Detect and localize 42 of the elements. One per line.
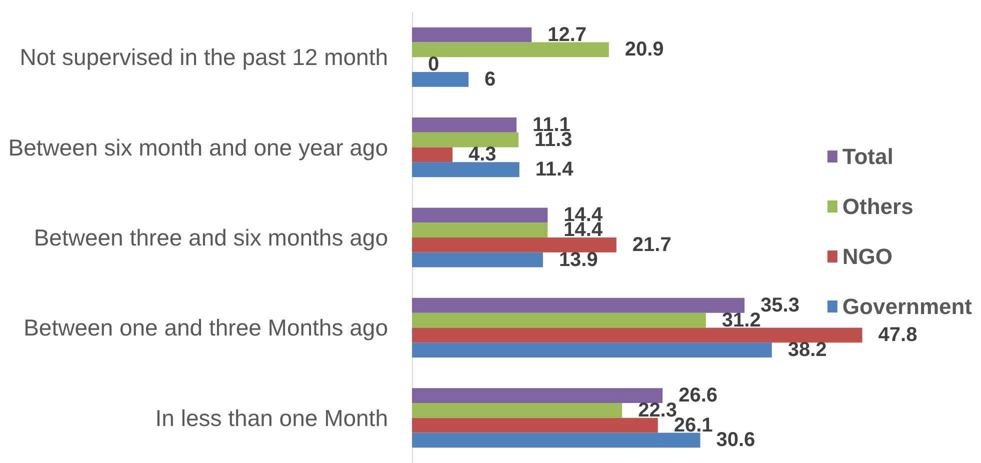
bar (412, 312, 706, 328)
data-label: 0 (428, 54, 440, 76)
data-label: 4.3 (468, 144, 496, 166)
bar (412, 208, 548, 223)
data-label: 12.7 (548, 24, 587, 46)
bar (412, 252, 543, 268)
y-tick-label: Between one and three Months ago (24, 314, 388, 341)
bar (412, 403, 622, 418)
data-label: 26.6 (678, 384, 718, 407)
bar (412, 132, 518, 148)
bar (412, 162, 520, 178)
bar (412, 72, 469, 87)
data-label: 11.4 (535, 158, 574, 181)
bar (412, 238, 616, 252)
data-label: 13.9 (558, 248, 598, 271)
y-tick-label: Between three and six months ago (34, 224, 388, 250)
legend-label: Others (842, 194, 914, 219)
data-label: 47.8 (878, 324, 918, 346)
y-tick-label: Between six month and one year ago (8, 134, 388, 160)
y-tick-label: Not supervised in the past 12 month (20, 44, 388, 70)
data-label: 31.2 (722, 309, 761, 332)
legend-label: Total (842, 144, 894, 169)
bar (412, 298, 745, 313)
data-label: 38.2 (788, 339, 827, 362)
bar (412, 118, 517, 132)
bar (412, 388, 663, 404)
bar (412, 147, 453, 162)
data-label: 30.6 (716, 429, 756, 452)
data-label: 21.7 (632, 234, 672, 256)
bar (412, 418, 658, 433)
bar (412, 42, 609, 58)
legend-label: Government (842, 294, 973, 319)
bar (412, 27, 532, 42)
legend-label: NGO (842, 244, 893, 269)
bar (412, 342, 772, 358)
data-label: 6 (484, 68, 496, 90)
data-label: 35.3 (760, 294, 800, 316)
bar (412, 222, 548, 238)
bar (412, 328, 862, 343)
bar (412, 432, 700, 448)
y-tick-label: In less than one Month (155, 404, 388, 431)
data-label: 20.9 (624, 38, 664, 61)
